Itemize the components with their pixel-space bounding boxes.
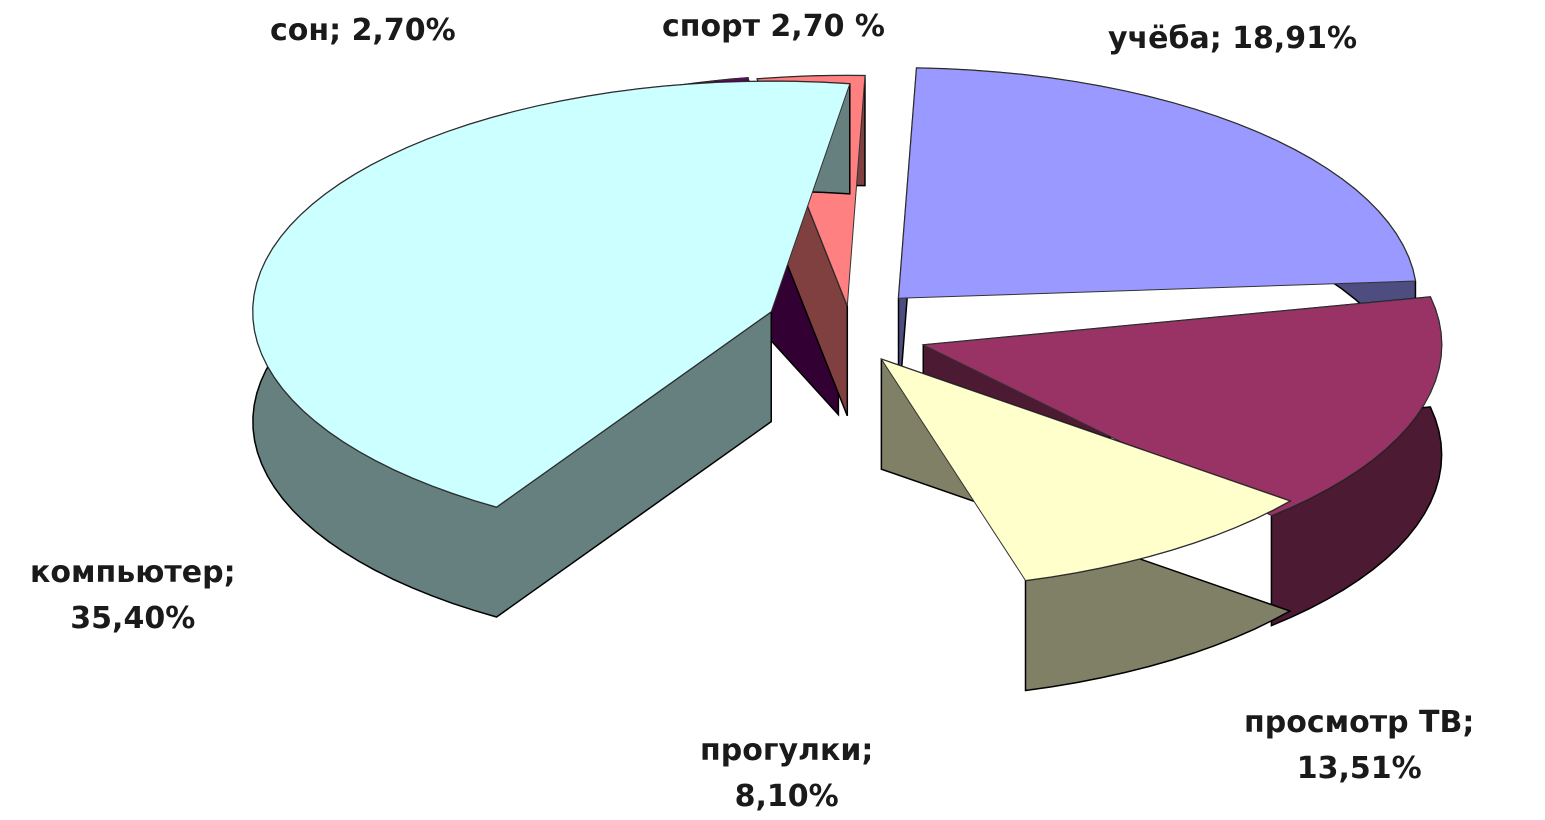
data-label-komputer: компьютер; 35,40% <box>30 555 236 636</box>
pie-slice-top-tv <box>921 296 1443 517</box>
data-label-tv: просмотр ТВ; 13,51% <box>1244 705 1475 786</box>
data-label-sport: спорт 2,70 % <box>662 9 885 44</box>
pie-slice-top-ucheba <box>897 67 1417 299</box>
data-label-progulki: прогулки; 8,10% <box>700 733 874 814</box>
pie-slice-komp <box>252 80 851 618</box>
pie-slice-top-progulki <box>880 358 1292 582</box>
pie-slice-top-komp <box>252 80 851 508</box>
pie-slice-progulki <box>880 358 1292 692</box>
data-label-son: сон; 2,70% <box>270 13 456 48</box>
data-label-ucheba: учёба; 18,91% <box>1108 21 1358 56</box>
pie-slice-tv <box>921 296 1443 627</box>
